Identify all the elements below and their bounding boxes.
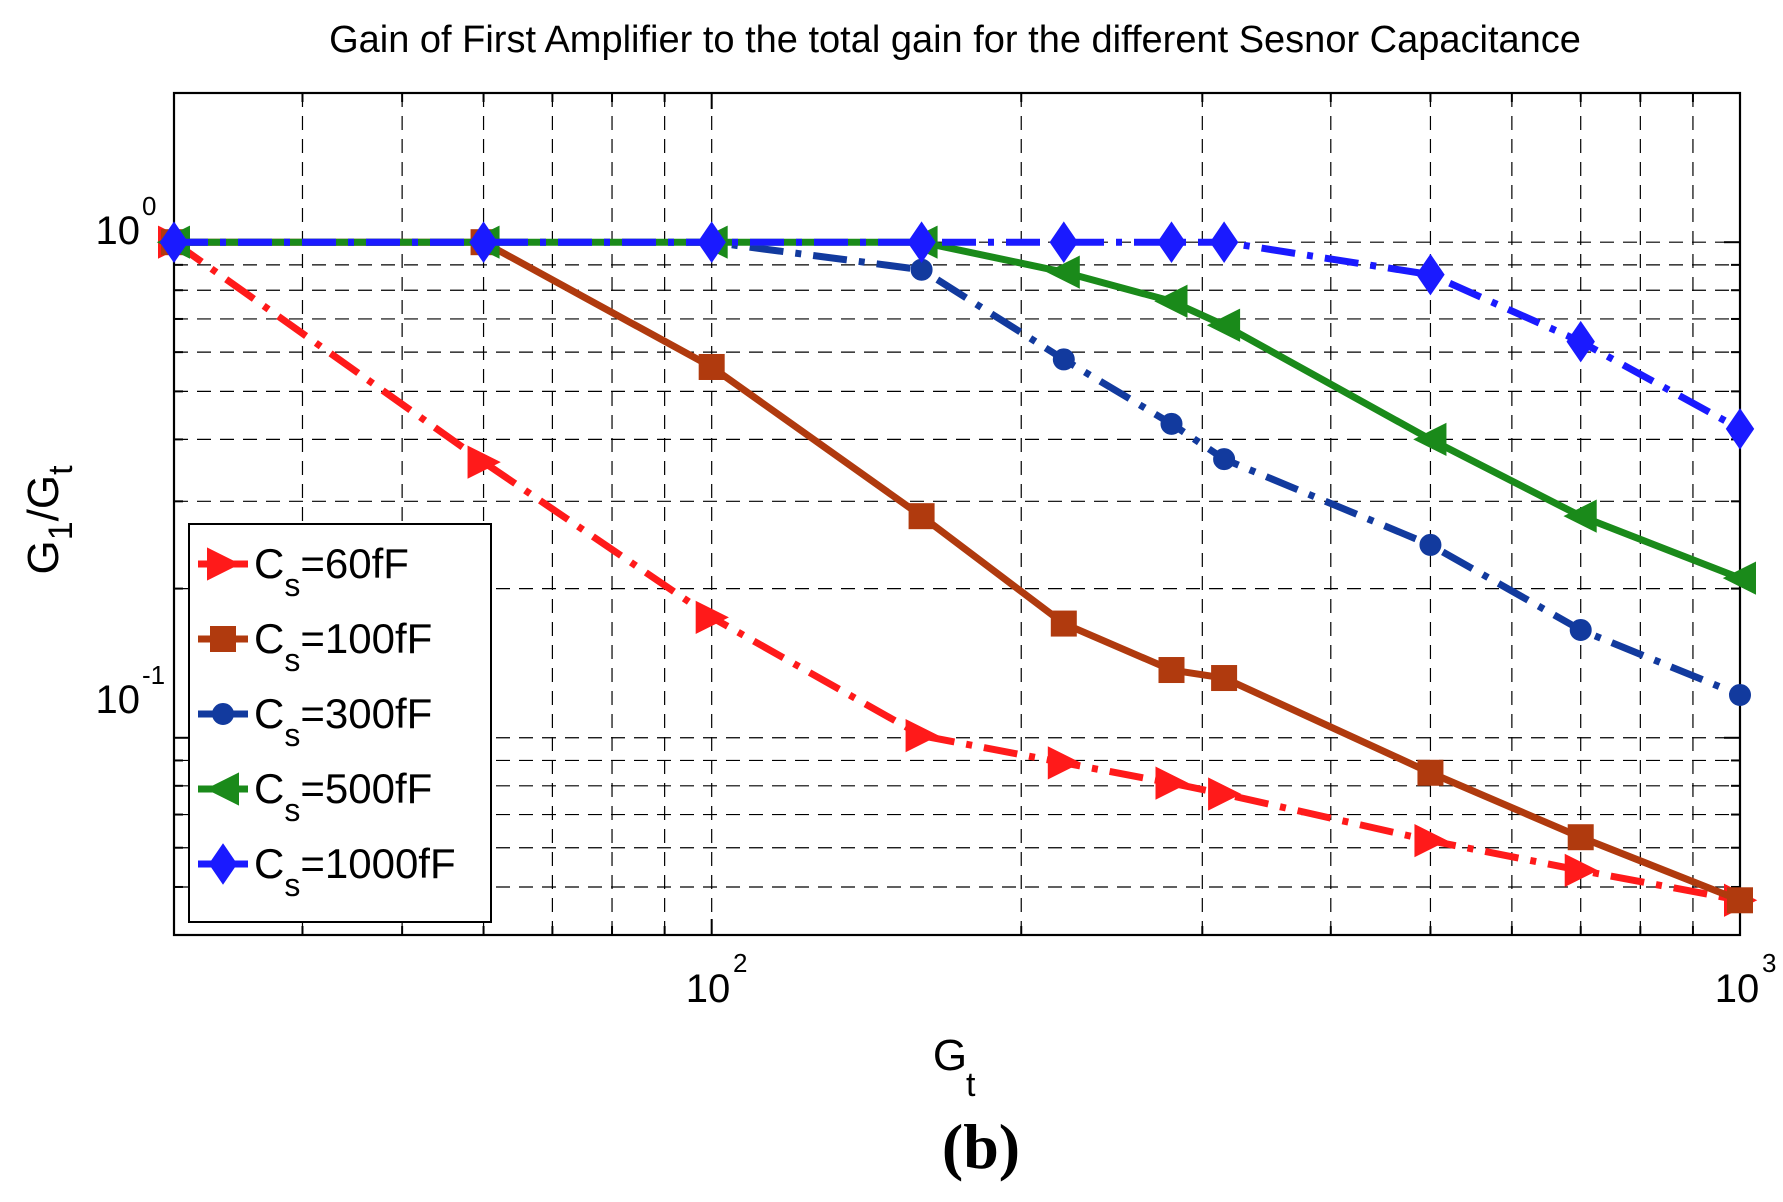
series-line xyxy=(174,238,1742,432)
svg-text:3: 3 xyxy=(1762,948,1776,978)
data-point xyxy=(1160,412,1183,435)
series-line xyxy=(171,239,1741,904)
legend-marker xyxy=(210,626,236,652)
data-point xyxy=(1417,759,1444,786)
data-point xyxy=(1564,853,1598,888)
series-line xyxy=(174,238,1742,699)
data-point xyxy=(1569,618,1592,641)
data-point xyxy=(1050,610,1077,637)
y-tick-label-1: 10 -1 xyxy=(96,660,166,722)
series-100ff xyxy=(161,229,1753,914)
legend-item-3: Cs=500fF xyxy=(198,765,432,828)
series-line xyxy=(174,238,1742,582)
data-point xyxy=(1049,221,1079,263)
figure-caption: (b) xyxy=(942,1111,1020,1182)
data-point xyxy=(1413,422,1447,457)
legend-item-1: Cs=100fF xyxy=(198,615,432,678)
legend-marker xyxy=(205,772,239,806)
data-point xyxy=(1213,448,1236,471)
legend-marker xyxy=(207,547,241,581)
data-point xyxy=(1047,746,1082,780)
x-tick-label-1: 10 3 xyxy=(1715,948,1777,1011)
legend-label: Cs=500fF xyxy=(254,765,432,828)
series-line xyxy=(174,238,1742,904)
data-point xyxy=(1155,766,1189,800)
svg-text:10: 10 xyxy=(1715,967,1760,1011)
legend-marker xyxy=(212,703,234,725)
svg-text:2: 2 xyxy=(733,948,747,978)
y-tick-label-0: 10 0 xyxy=(96,191,157,253)
legend-item-2: Cs=300fF xyxy=(198,690,432,753)
data-point xyxy=(1046,255,1080,289)
axis-ticks xyxy=(174,93,1740,935)
series-1000ff xyxy=(159,221,1755,450)
data-point xyxy=(1416,253,1445,296)
legend-label: Cs=100fF xyxy=(254,615,432,678)
data-point xyxy=(1206,308,1241,342)
svg-text:-1: -1 xyxy=(142,660,165,690)
data-point xyxy=(1154,284,1188,318)
data-point xyxy=(695,600,729,634)
y-axis-label: G1/Gt xyxy=(19,465,80,575)
svg-text:G1/Gt: G1/Gt xyxy=(19,465,80,575)
svg-text:t: t xyxy=(966,1066,976,1104)
svg-text:10: 10 xyxy=(96,209,141,253)
data-point xyxy=(1419,533,1442,556)
series-layer xyxy=(156,221,1758,917)
legend-label: Cs=60fF xyxy=(254,540,409,603)
data-point xyxy=(908,503,935,530)
svg-text:G: G xyxy=(933,1031,967,1080)
data-point xyxy=(1209,221,1239,263)
x-axis-label: G t xyxy=(933,1031,976,1104)
data-point xyxy=(905,719,939,753)
chart-title: Gain of First Amplifier to the total gai… xyxy=(329,19,1581,61)
legend: Cs=60fF Cs=100fF Cs=300fF Cs=500fF Cs=1000fF xyxy=(188,523,492,923)
data-point xyxy=(698,353,725,380)
legend-label: Cs=1000fF xyxy=(254,840,456,903)
data-point xyxy=(1211,665,1238,692)
data-point xyxy=(1157,221,1186,263)
data-point xyxy=(697,221,726,263)
data-point xyxy=(1567,824,1594,851)
data-point xyxy=(907,221,936,263)
data-point xyxy=(1563,499,1597,533)
svg-text:10: 10 xyxy=(686,967,731,1011)
legend-label: Cs=300fF xyxy=(254,690,432,753)
data-point xyxy=(467,445,501,479)
data-point xyxy=(1052,348,1075,371)
legend-marker xyxy=(208,843,238,885)
data-point xyxy=(1727,887,1753,914)
plot-area-frame xyxy=(172,91,1742,937)
data-point xyxy=(469,221,498,263)
data-point xyxy=(1208,777,1242,811)
legend-item-4: Cs=1000fF xyxy=(198,840,456,903)
data-point xyxy=(1725,408,1755,450)
data-point xyxy=(1722,561,1756,595)
svg-text:0: 0 xyxy=(142,191,156,221)
x-tick-label-0: 10 2 xyxy=(686,948,748,1011)
data-point xyxy=(1158,657,1185,684)
legend-box xyxy=(188,523,492,923)
data-point xyxy=(159,221,189,263)
legend-item-0: Cs=60fF xyxy=(198,540,409,603)
data-point xyxy=(1566,320,1595,363)
data-point xyxy=(1414,824,1448,858)
data-point xyxy=(1729,683,1751,706)
svg-text:10: 10 xyxy=(96,678,141,722)
